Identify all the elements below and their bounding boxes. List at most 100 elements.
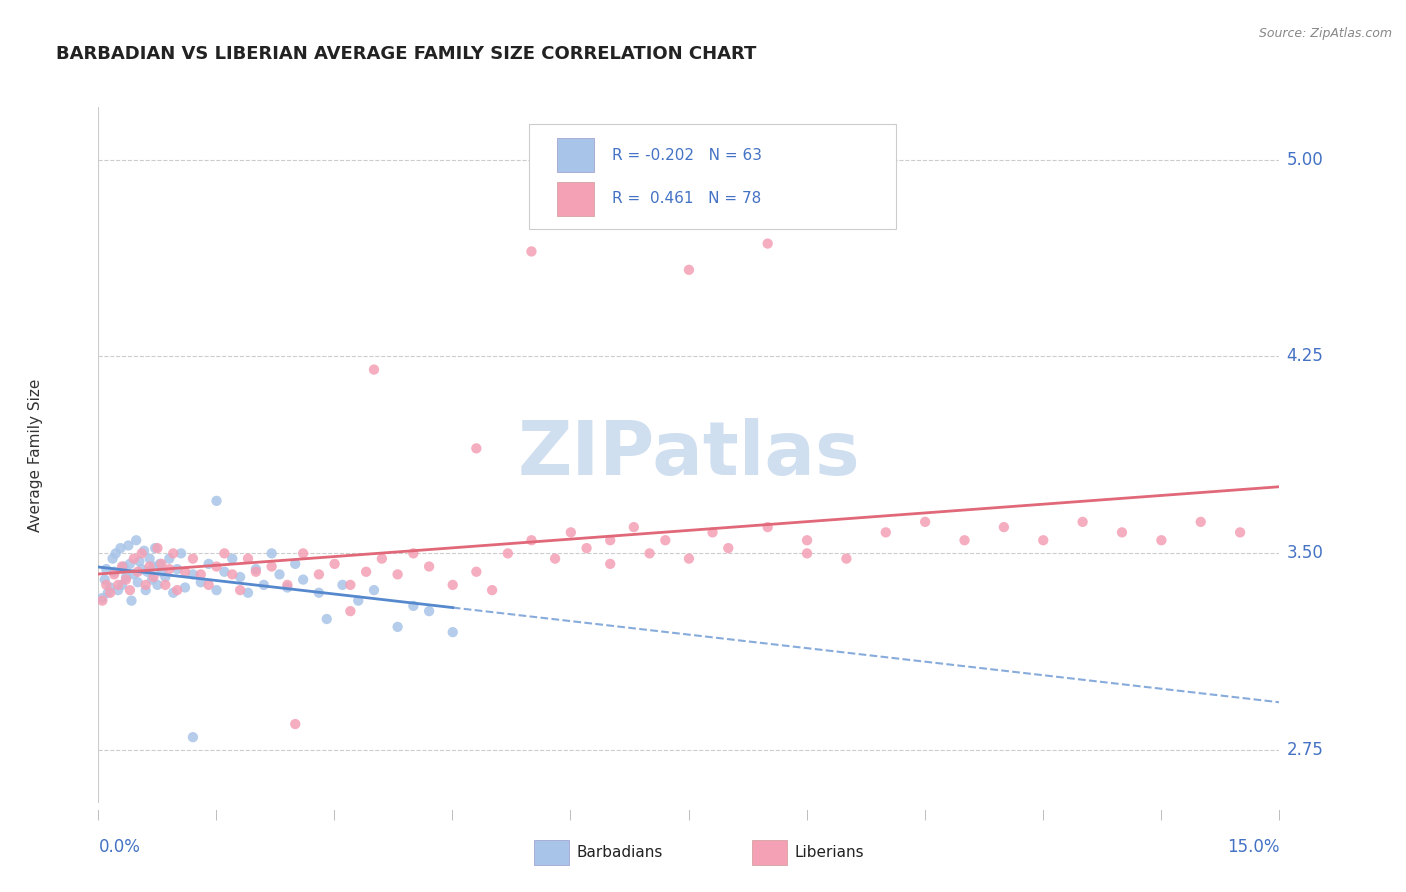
Point [796,533,818,548]
Point [214,546,236,560]
Point [702,525,724,540]
Point [284,557,307,571]
Point [138,559,160,574]
Point [142,559,165,574]
Point [205,559,228,574]
Point [110,541,132,555]
Point [465,565,488,579]
Text: R = -0.202   N = 63: R = -0.202 N = 63 [612,147,762,162]
Point [111,578,134,592]
Point [229,583,252,598]
Point [323,557,346,571]
Text: |: | [806,810,808,821]
Point [678,551,700,566]
Point [402,599,425,613]
Text: |: | [451,810,454,821]
Point [150,557,173,571]
Point [214,565,236,579]
Text: 2.75: 2.75 [1286,741,1323,759]
Point [599,557,621,571]
Point [93,573,115,587]
Point [236,551,259,566]
Point [245,565,267,579]
Point [103,565,125,579]
Point [101,551,124,566]
Point [118,557,141,571]
Text: Source: ZipAtlas.com: Source: ZipAtlas.com [1258,27,1392,40]
Point [128,554,150,568]
Point [205,583,228,598]
Point [284,717,307,731]
Point [308,586,330,600]
Point [181,730,204,744]
Text: Barbadians: Barbadians [576,846,662,860]
Bar [557,182,595,216]
Point [418,604,440,618]
Point [520,533,543,548]
Point [347,593,370,607]
Point [1150,533,1173,548]
Point [875,525,897,540]
Point [143,541,166,555]
Point [953,533,976,548]
Point [387,567,409,582]
Text: |: | [1278,810,1281,821]
Point [796,546,818,560]
Point [181,567,204,582]
Point [339,578,361,592]
Point [245,562,267,576]
Point [253,578,276,592]
Point [441,625,464,640]
Point [229,570,252,584]
Point [162,546,184,560]
Text: R =  0.461   N = 78: R = 0.461 N = 78 [612,192,762,206]
Point [170,546,193,560]
Point [560,525,582,540]
Text: Average Family Size: Average Family Size [28,378,42,532]
Point [339,604,361,618]
Point [292,546,315,560]
Point [654,533,676,548]
Point [111,559,134,574]
Point [402,546,425,560]
Point [276,581,298,595]
Point [142,570,165,584]
Text: |: | [215,810,218,821]
Point [97,586,120,600]
Point [496,546,519,560]
Point [157,562,180,576]
Point [135,583,157,598]
Point [135,578,157,592]
Point [520,244,543,259]
Point [174,581,197,595]
Text: Liberians: Liberians [794,846,865,860]
Point [157,551,180,566]
Point [107,578,129,592]
Point [104,546,127,560]
Point [260,546,283,560]
Point [678,262,700,277]
Point [166,583,188,598]
Text: |: | [97,810,100,821]
Point [260,559,283,574]
Point [174,565,197,579]
Point [221,567,243,582]
Point [599,533,621,548]
Point [138,551,160,566]
Point [638,546,661,560]
Point [269,567,291,582]
Point [332,578,354,592]
Point [190,575,212,590]
FancyBboxPatch shape [530,124,896,229]
Point [205,494,228,508]
Point [756,236,779,251]
Point [107,583,129,598]
Point [146,578,169,592]
Text: 4.25: 4.25 [1286,348,1323,366]
Point [465,442,488,456]
Text: 3.50: 3.50 [1286,544,1323,562]
Point [575,541,598,555]
Text: 15.0%: 15.0% [1227,838,1279,856]
Point [155,570,177,584]
Point [162,586,184,600]
